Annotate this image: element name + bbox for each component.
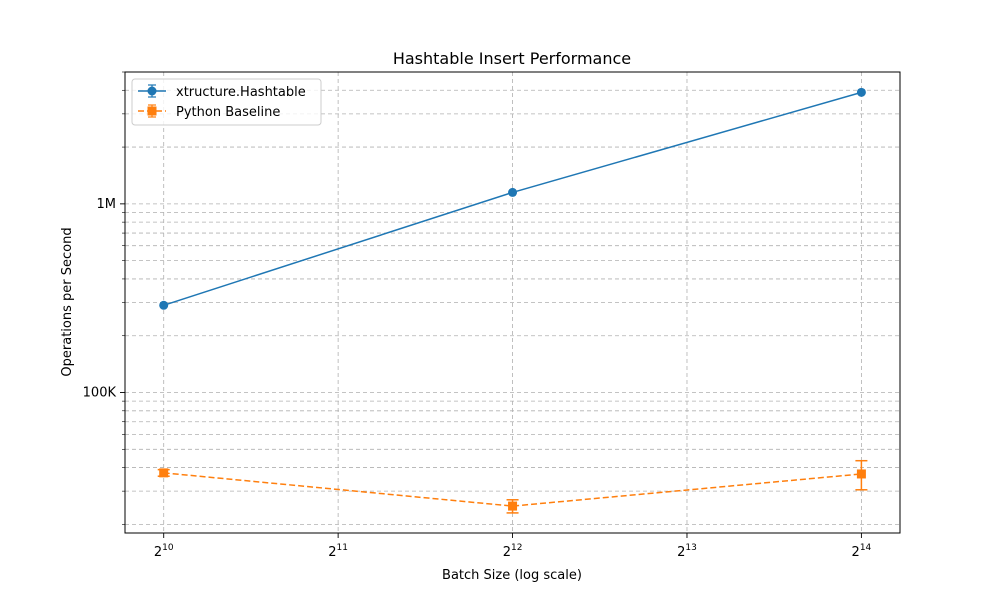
x-tick-base: 2 [328,545,336,560]
x-tick-label: 213 [677,543,697,560]
series-layer [157,87,868,514]
x-tick-label: 211 [328,543,348,560]
legend-box [131,78,322,126]
chart-title: Hashtable Insert Performance [393,49,631,68]
legend-label: xtructure.Hashtable [176,85,306,100]
x-tick-base: 2 [503,545,511,560]
legend-marker [147,106,157,116]
data-point [508,501,518,511]
x-tick-exponent: 13 [685,543,696,553]
legend-label: Python Baseline [176,105,280,120]
legend-item: xtructure.Hashtable [138,84,306,100]
x-tick-base: 2 [852,545,860,560]
series-python-baseline [157,459,868,514]
x-axis: 210 211 212 213 214 [154,533,872,560]
legend-marker [147,86,157,96]
x-tick-exponent: 11 [337,543,348,553]
x-tick-base: 2 [677,545,685,560]
x-tick-exponent: 10 [162,543,174,553]
y-tick-label: 100K [83,386,117,401]
y-axis-label: Operations per Second [60,227,75,376]
x-tick-base: 2 [154,545,162,560]
data-point [856,87,866,97]
data-point [856,469,866,479]
y-axis: 100K 1M [83,71,125,525]
data-point [159,300,169,310]
series-hashtable [159,87,866,310]
x-axis-label: Batch Size (log scale) [442,568,582,583]
data-point [508,187,518,197]
x-tick-label: 212 [503,543,523,560]
x-tick-exponent: 14 [860,543,872,553]
y-tick-label: 1M [97,197,117,212]
x-tick-exponent: 12 [511,543,522,553]
legend: xtructure.Hashtable Python Baseline [131,78,322,126]
data-point [159,468,169,478]
legend-item: Python Baseline [138,104,280,120]
x-tick-label: 210 [154,543,174,560]
x-tick-label: 214 [852,543,872,560]
